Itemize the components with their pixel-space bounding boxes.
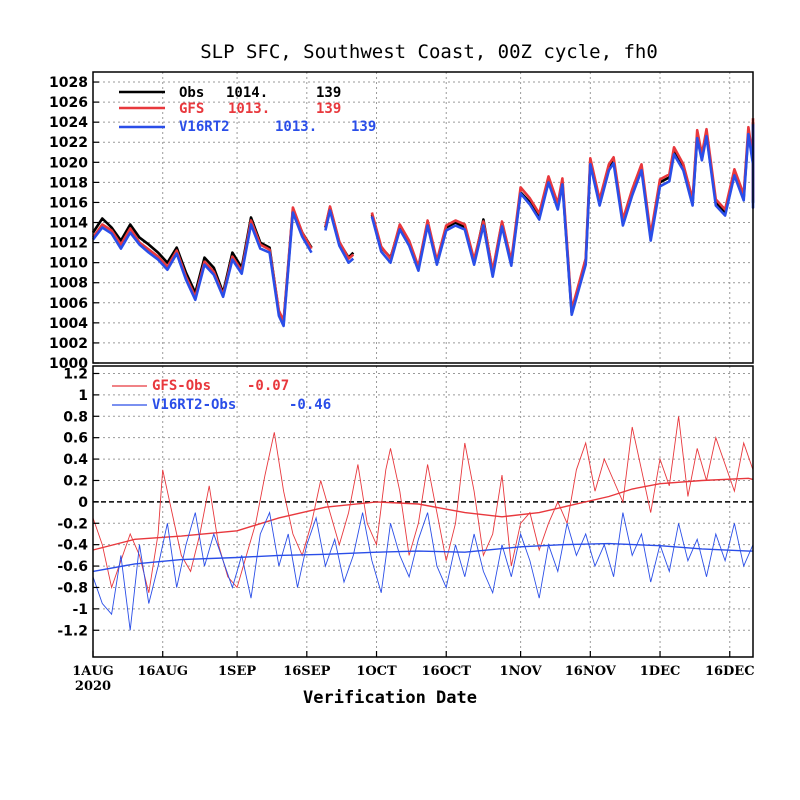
top-y-tick-label: 1028 [49,75,88,91]
top-y-tick-label: 1002 [49,336,88,352]
x-tick-label: 16NOV [565,664,617,679]
bottom-y-tick-label: -0.2 [57,516,88,532]
series-line-v16rt2 [91,124,755,328]
legend-stat-v16rt2-obs: -0.46 [289,397,331,413]
legend-count-obs: 139 [316,85,341,101]
legend-label-gfs-obs: GFS-Obs [152,378,211,394]
bottom-grid [93,366,753,657]
bottom-y-tick-label: -1.2 [57,623,88,639]
top-y-tick-label: 1008 [49,276,88,292]
bottom-y-tick-label: 1.2 [63,366,88,382]
bottom-legend: GFS-Obs -0.07 V16RT2-Obs -0.46 [112,378,331,413]
top-y-tick-label: 1018 [49,175,88,191]
x-tick-label: 1OCT [356,664,397,679]
top-y-tick-label: 1000 [49,356,88,372]
bottom-y-tick-label: 1 [78,388,88,404]
top-y-tick-label: 1024 [49,115,88,131]
top-y-tick-label: 1006 [49,296,88,312]
chart-title: SLP SFC, Southwest Coast, 00Z cycle, fh0 [200,41,658,63]
x-axis-label: Verification Date [303,688,477,708]
top-series [91,118,755,328]
bottom-series [92,416,754,631]
top-y-tick-label: 1020 [49,155,88,171]
legend-mean-v16rt2: 1013. [275,119,317,135]
bottom-y-tick-label: -0.8 [57,580,88,596]
legend-count-v16rt2: 139 [351,119,376,135]
top-plot-frame [92,71,754,364]
bottom-y-tick-label: -1 [72,602,88,618]
x-tick-label: 1DEC [640,664,681,679]
bottom-y-ticks: -1.2 -1 -0.8 -0.6 -0.4 -0.2 0 0.2 0.4 0.6 0.8 1 1.2 [57,366,99,639]
bottom-y-tick-label: -0.6 [57,559,88,575]
bottom-y-tick-label: 0.6 [63,431,88,447]
bottom-y-tick-label: -0.4 [57,538,88,554]
top-y-tick-label: 1004 [49,316,88,332]
legend-label-gfs: GFS [179,101,204,117]
bottom-y-tick-label: 0 [78,495,88,511]
x-tick-label: 16DEC [705,664,755,679]
daily-diff-line-gfs-obs [92,416,754,593]
top-y-tick-label: 1016 [49,195,88,211]
x-tick-label: 1SEP [218,664,256,679]
legend-label-v16rt2: V16RT2 [179,119,230,135]
bottom-y-tick-label: 0.2 [63,473,88,489]
bottom-y-tick-label: 0.8 [63,409,88,425]
x-tick-label: 1NOV [500,664,543,679]
daily-diff-line-v16rt2-obs [92,511,754,631]
legend-label-v16rt2-obs: V16RT2-Obs [152,397,236,413]
running-mean-line-v16rt2-obs [92,542,753,573]
legend-stat-gfs-obs: -0.07 [247,378,289,394]
bottom-y-tick-label: 0.4 [63,452,88,468]
top-y-tick-label: 1012 [49,236,88,252]
top-y-tick-label: 1026 [49,95,88,111]
legend-mean-gfs: 1013. [228,101,270,117]
x-tick-label: 16OCT [422,664,472,679]
top-y-ticks: 1000 1002 1004 1006 1008 1010 1012 1014 1016 1018… [49,75,99,372]
bottom-plot-frame [92,365,754,658]
legend-label-obs: Obs [179,85,204,101]
top-y-tick-label: 1014 [49,216,88,232]
legend-count-gfs: 139 [316,101,341,117]
top-y-tick-label: 1010 [49,256,88,272]
legend-mean-obs: 1014. [226,85,268,101]
x-tick-label: 16AUG [137,664,188,679]
x-tick-label: 1AUG [72,664,114,679]
x-tick-year-label: 2020 [75,679,111,694]
top-legend: Obs 1014. 139 GFS 1013. 139 V16RT2 1013.… [119,85,376,135]
top-y-tick-label: 1022 [49,135,88,151]
x-tick-label: 16SEP [283,664,330,679]
running-mean-line-gfs-obs [92,477,754,551]
